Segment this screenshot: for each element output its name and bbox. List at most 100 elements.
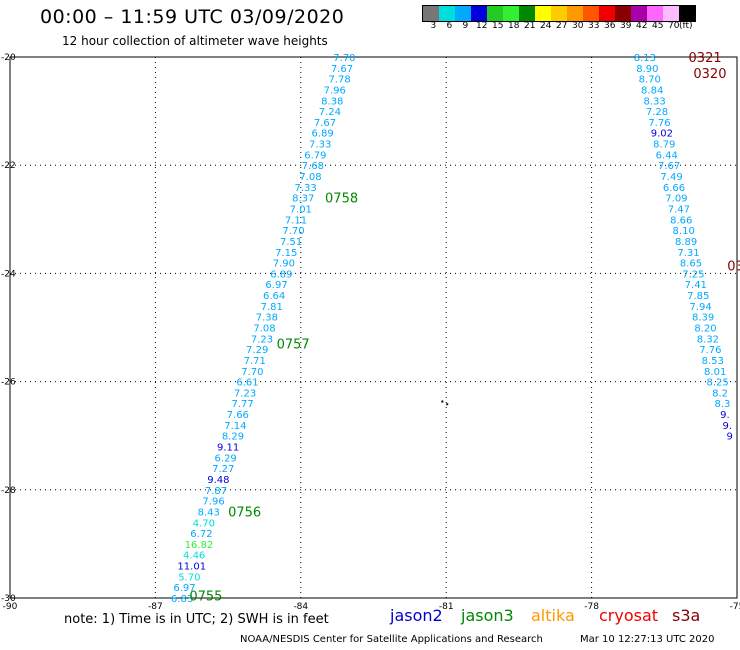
marker-dot	[446, 403, 449, 406]
wave-height-value: 7.14	[224, 421, 246, 432]
satellite-jason2: jason2	[390, 606, 443, 625]
wave-height-value: 8.10	[673, 226, 695, 237]
colorbar-swatch	[631, 6, 647, 21]
colorbar-label: 15	[492, 21, 504, 31]
wave-height-value: 8.2	[712, 388, 728, 399]
wave-height-value: 7.38	[256, 313, 278, 324]
wave-height-value: 8.25	[706, 378, 728, 389]
marker-dot	[441, 400, 444, 403]
colorbar-label: 3	[430, 21, 437, 31]
wave-height-value: 8.90	[636, 64, 658, 75]
wave-height-value: 8.29	[222, 432, 244, 443]
wave-height-value: 8.43	[198, 507, 220, 518]
colorbar-swatch	[423, 6, 439, 21]
y-tick-label: -26	[1, 378, 16, 388]
colorbar-label: 18	[508, 21, 520, 31]
wave-height-value: 8.79	[653, 140, 675, 151]
wave-height-value: 6.44	[656, 150, 678, 161]
colorbar-label: 45	[652, 21, 664, 31]
x-tick-label: -90	[3, 602, 18, 612]
wave-height-value: 7.70	[241, 367, 263, 378]
colorbar-label: 21	[524, 21, 536, 31]
colorbar-swatch	[519, 6, 535, 21]
wave-height-value: 7.78	[328, 75, 350, 86]
wave-height-value: 6.61	[236, 378, 258, 389]
wave-height-value: 7.29	[246, 345, 268, 356]
wave-height-value: 7.27	[212, 464, 234, 475]
colorbar-swatch	[455, 6, 471, 21]
satellite-cryosat: cryosat	[599, 606, 659, 625]
satellite-altika: altika	[531, 606, 575, 625]
colorbar-swatch	[647, 6, 663, 21]
colorbar-swatch	[471, 6, 487, 21]
wave-height-value: 4.70	[193, 518, 215, 529]
wave-height-value: 8.20	[694, 324, 716, 335]
wave-height-value: 8.37	[292, 194, 314, 205]
colorbar-swatch	[439, 6, 455, 21]
colorbar-label: 70	[668, 21, 680, 31]
colorbar-swatch	[599, 6, 615, 21]
wave-height-value: 7.96	[202, 497, 224, 508]
pass-time-label: 031	[727, 259, 740, 274]
wave-height-value: 7.49	[660, 172, 682, 183]
pass-time-label: 0321	[689, 51, 722, 66]
pass-time-label: 0320	[693, 67, 726, 82]
wave-height-value: 7.09	[665, 194, 687, 205]
wave-height-value: 8.84	[641, 85, 663, 96]
wave-height-value: 4.46	[183, 551, 205, 562]
colorbar-swatch	[551, 6, 567, 21]
page-title: 00:00 – 11:59 UTC 03/09/2020	[40, 6, 345, 28]
footnote: note: 1) Time is in UTC; 2) SWH is in fe…	[64, 612, 329, 627]
colorbar-label: 30	[572, 21, 584, 31]
wave-height-value: 7.24	[319, 107, 341, 118]
wave-height-value: 7.11	[285, 215, 307, 226]
x-tick-label: -75	[730, 602, 740, 612]
wave-height-value: 6.83	[171, 594, 193, 605]
wave-height-value: 7.68	[302, 161, 324, 172]
wave-height-value: 6.79	[304, 150, 326, 161]
wave-height-value: 9.11	[217, 443, 239, 454]
satellite-s3a: s3a	[672, 606, 701, 625]
wave-height-value: 6.97	[173, 583, 195, 594]
colorbar-label: 39	[620, 21, 632, 31]
colorbar-swatch	[615, 6, 631, 21]
wave-height-value: 7.41	[685, 280, 707, 291]
wave-height-value: 7.67	[314, 118, 336, 129]
pass-time-label: 0758	[325, 192, 358, 207]
wave-height-value: 9.48	[207, 475, 229, 486]
wave-height-value: 9.	[723, 421, 733, 432]
colorbar-swatch	[679, 6, 695, 21]
wave-height-value: 7.96	[324, 85, 346, 96]
y-tick-label: -20	[1, 53, 16, 63]
colorbar-swatch	[663, 6, 679, 21]
pass-time-label: 0755	[189, 589, 222, 604]
wave-height-value: 8.3	[715, 399, 731, 410]
wave-height-value: 8.13	[634, 53, 656, 64]
pass-time-label: 0756	[228, 505, 261, 520]
x-tick-label: -81	[439, 602, 454, 612]
wave-height-value: 7.01	[290, 204, 312, 215]
wave-height-value: 7.90	[273, 259, 295, 270]
wave-height-value: 7.71	[244, 356, 266, 367]
wave-height-value: 7.28	[646, 107, 668, 118]
x-tick-label: -78	[584, 602, 599, 612]
wave-height-value: 9.	[720, 410, 730, 421]
wave-height-value: 8.53	[702, 356, 724, 367]
colorbar-swatch	[583, 6, 599, 21]
wave-height-value: 6.89	[311, 129, 333, 140]
colorbar-swatch	[487, 6, 503, 21]
wave-height-value: 5.70	[178, 572, 200, 583]
wave-height-value: 8.89	[675, 237, 697, 248]
colorbar-label: 36	[604, 21, 616, 31]
wave-height-value: 6.97	[265, 280, 287, 291]
wave-height-value: 8.66	[670, 215, 692, 226]
colorbar-label: 12	[476, 21, 488, 31]
wave-height-value: 6.66	[663, 183, 685, 194]
wave-height-value: 7.81	[261, 302, 283, 313]
colorbar-label: 42	[636, 21, 648, 31]
y-tick-label: -28	[1, 486, 16, 496]
colorbar-label: (ft)	[679, 21, 693, 31]
wave-height-value: 7.70	[282, 226, 304, 237]
timestamp-text: Mar 10 12:27:13 UTC 2020	[580, 634, 715, 645]
